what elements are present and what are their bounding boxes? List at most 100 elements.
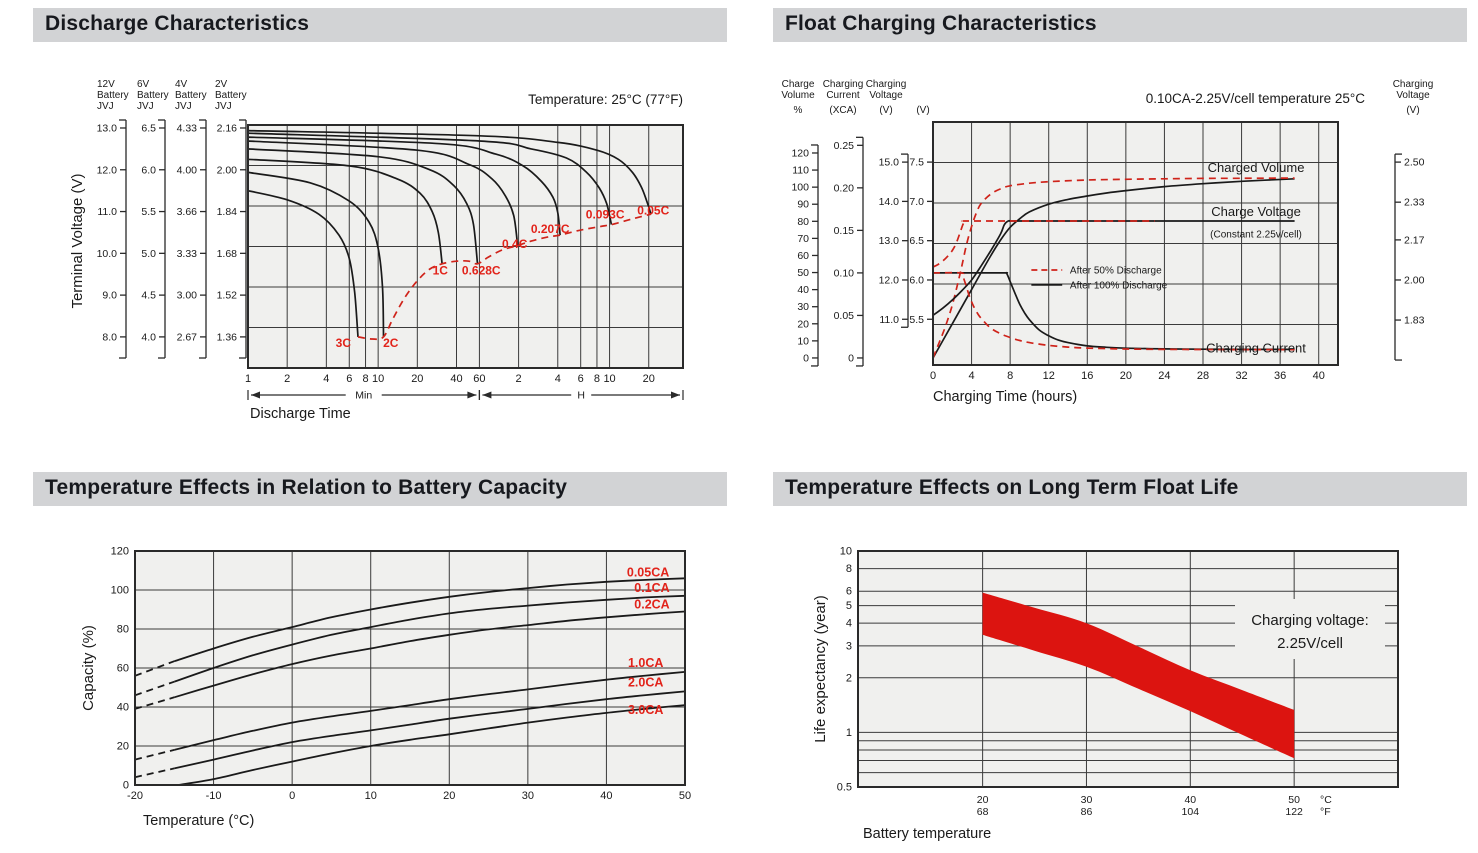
svg-text:1.52: 1.52: [217, 290, 238, 302]
svg-text:-20: -20: [127, 790, 143, 802]
svg-text:5: 5: [846, 600, 852, 612]
svg-text:0.20: 0.20: [834, 182, 855, 194]
svg-text:0.25: 0.25: [834, 140, 855, 152]
panel-float-charging-header: Float Charging Characteristics: [773, 8, 1467, 42]
svg-text:2.25V/cell: 2.25V/cell: [1277, 635, 1343, 652]
svg-text:40: 40: [450, 373, 462, 385]
svg-text:Battery: Battery: [137, 90, 169, 101]
svg-text:100: 100: [111, 585, 129, 597]
svg-text:60: 60: [473, 373, 485, 385]
series-0.2CA-dashed: [134, 696, 175, 710]
svg-text:50: 50: [797, 267, 809, 279]
svg-text:0.05CA: 0.05CA: [627, 565, 669, 579]
svg-text:10: 10: [840, 546, 852, 558]
panel-discharge: Discharge Characteristics 3C 2C 1C 0.628C 0.…: [33, 8, 727, 453]
svg-text:6V: 6V: [137, 79, 150, 90]
svg-text:10: 10: [372, 373, 384, 385]
svg-text:0: 0: [930, 370, 936, 382]
svg-text:12: 12: [1043, 370, 1055, 382]
svg-text:80: 80: [117, 624, 129, 636]
series-0.2CA: [174, 610, 686, 699]
svg-text:4: 4: [969, 370, 975, 382]
svg-text:11.0: 11.0: [879, 314, 899, 326]
svg-text:80: 80: [797, 216, 809, 228]
svg-text:1.0CA: 1.0CA: [628, 656, 663, 670]
svg-text:1: 1: [245, 373, 251, 385]
series-2.0CA: [174, 690, 686, 770]
float-life-band: [982, 592, 1295, 759]
float-charging-chart: Charged Volume Charge Voltage (Constant 2.…: [781, 79, 1434, 405]
svg-text:1C: 1C: [433, 264, 449, 278]
svg-text:1.84: 1.84: [217, 206, 238, 218]
svg-text:Charging Time (hours): Charging Time (hours): [933, 389, 1077, 405]
svg-text:2: 2: [284, 373, 290, 385]
svg-text:Battery: Battery: [215, 90, 247, 101]
svg-text:2: 2: [846, 672, 852, 684]
svg-text:12.0: 12.0: [879, 274, 900, 286]
x-axis: 0 4 8 12 16 20 24 28 32 36 40 Charging Time (hours): [930, 370, 1325, 405]
curve-labels: 0.05CA 0.1CA 0.2CA 1.0CA 2.0CA 3.0CA: [627, 565, 670, 716]
svg-text:3C: 3C: [336, 336, 352, 350]
svg-text:50: 50: [1288, 794, 1300, 806]
svg-text:0: 0: [848, 352, 854, 364]
band: [982, 592, 1295, 759]
svg-text:°F: °F: [1320, 806, 1331, 818]
svg-text:120: 120: [791, 147, 809, 159]
svg-text:4: 4: [323, 373, 329, 385]
svg-text:0: 0: [289, 790, 295, 802]
svg-text:JVJ: JVJ: [137, 101, 154, 112]
series-group: [134, 577, 686, 786]
svg-text:2.00: 2.00: [217, 164, 238, 176]
svg-text:8: 8: [846, 563, 852, 575]
svg-text:0.05: 0.05: [834, 310, 855, 322]
svg-text:6.5: 6.5: [909, 235, 924, 247]
svg-text:JVJ: JVJ: [175, 101, 192, 112]
svg-text:2.50: 2.50: [1404, 157, 1425, 169]
legend: After 50% Discharge After 100% Discharge: [1031, 265, 1168, 291]
svg-text:6.0: 6.0: [141, 164, 156, 176]
svg-text:Charging: Charging: [1393, 79, 1434, 90]
svg-text:(V): (V): [916, 105, 929, 116]
series-0.05CA-dashed: [134, 660, 175, 677]
svg-text:6.5: 6.5: [141, 122, 156, 134]
svg-text:120: 120: [111, 546, 129, 558]
svg-text:2.67: 2.67: [177, 331, 198, 343]
svg-text:Volume: Volume: [781, 90, 815, 101]
svg-text:7.0: 7.0: [909, 196, 924, 208]
svg-text:0.093C: 0.093C: [586, 207, 625, 221]
svg-text:10.0: 10.0: [97, 248, 118, 260]
panel-discharge-title: Discharge Characteristics: [45, 12, 310, 35]
panel-float-life: Temperature Effects on Long Term Float L…: [773, 472, 1467, 850]
float-life-chart: Charging voltage:2.25V/cell1086543210.52…: [812, 546, 1399, 843]
svg-text:40: 40: [1313, 370, 1325, 382]
svg-text:Capacity (%): Capacity (%): [80, 625, 97, 711]
svg-text:3.33: 3.33: [177, 248, 198, 260]
svg-text:6: 6: [846, 586, 852, 598]
svg-text:40: 40: [117, 702, 129, 714]
svg-text:Charging: Charging: [866, 79, 907, 90]
svg-text:0.10CA-2.25V/cell temperature: 0.10CA-2.25V/cell temperature 25°C: [1146, 91, 1366, 106]
svg-text:20: 20: [411, 373, 423, 385]
svg-text:20: 20: [1120, 370, 1132, 382]
svg-text:2.17: 2.17: [1404, 234, 1425, 246]
svg-text:Charged Volume: Charged Volume: [1208, 160, 1305, 175]
temp-capacity-chart: 0.05CA 0.1CA 0.2CA 1.0CA 2.0CA 3.0CA -20 -10 0 10…: [80, 546, 691, 830]
svg-text:2.00: 2.00: [1404, 274, 1425, 286]
svg-text:60: 60: [117, 663, 129, 675]
svg-text:110: 110: [792, 165, 809, 177]
svg-text:(V): (V): [879, 105, 892, 116]
svg-text:122: 122: [1285, 806, 1303, 818]
axes: 1086543210.5206830864010450122°C°FBatter…: [812, 546, 1332, 843]
annotation: Temperature: 25°C (77°F): [528, 92, 683, 107]
svg-text:104: 104: [1182, 806, 1200, 818]
svg-text:40: 40: [797, 284, 809, 296]
svg-text:16: 16: [1081, 370, 1093, 382]
svg-text:14.0: 14.0: [879, 196, 900, 208]
svg-text:0.2CA: 0.2CA: [634, 598, 669, 612]
svg-text:6.0: 6.0: [909, 274, 924, 286]
svg-text:2.16: 2.16: [217, 122, 238, 134]
svg-text:Temperature: 25°C (77°F): Temperature: 25°C (77°F): [528, 92, 683, 107]
series-0.4C: [247, 140, 519, 246]
svg-text:0.05C: 0.05C: [637, 204, 669, 218]
